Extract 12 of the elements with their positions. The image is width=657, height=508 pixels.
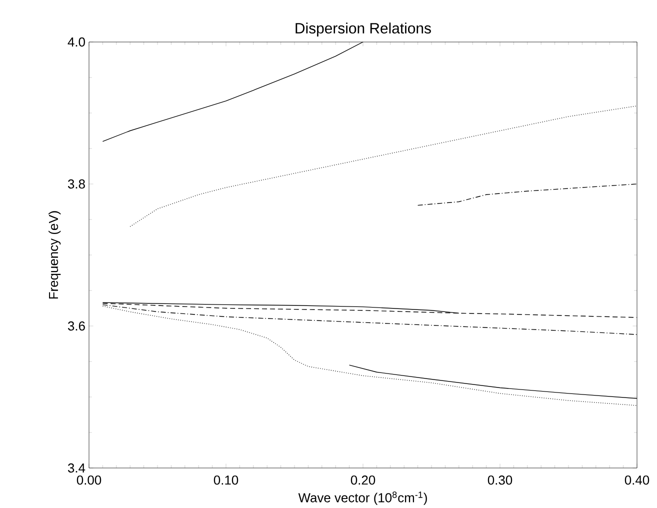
y-tick-label: 3.6 bbox=[68, 321, 85, 330]
x-axis-title: Wave vector (10$^{8}$cm$^{-1}$) bbox=[298, 491, 427, 505]
y-tick-label: 3.4 bbox=[68, 463, 86, 472]
y-axis-title: Frequency (eV) bbox=[48, 211, 61, 298]
x-tick-label: 0.20 bbox=[350, 475, 376, 485]
x-tick-label: 0.10 bbox=[214, 475, 238, 485]
x-tick-label: 0.30 bbox=[488, 475, 512, 485]
x-tick-label: 0.00 bbox=[76, 475, 102, 485]
y-tick-label: 3.8 bbox=[68, 179, 85, 188]
y-tick-label: 4.0 bbox=[68, 37, 85, 46]
x-tick-label: 0.40 bbox=[624, 475, 650, 485]
chart-title: Dispersion Relations bbox=[296, 22, 431, 36]
